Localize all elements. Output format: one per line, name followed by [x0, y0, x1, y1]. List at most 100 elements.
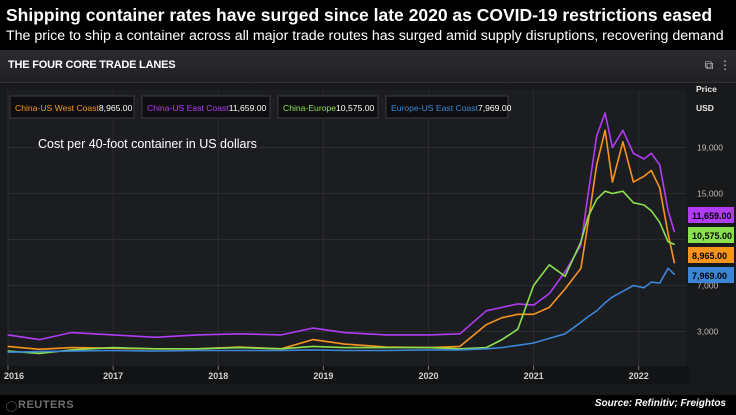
- data-point: [517, 344, 519, 346]
- data-point: [596, 310, 598, 312]
- data-point: [622, 290, 624, 292]
- panel-header: THE FOUR CORE TRADE LANES ⧉ ⋮: [0, 50, 736, 83]
- data-point: [564, 288, 566, 290]
- data-point: [112, 347, 114, 349]
- data-point: [596, 164, 598, 166]
- x-tick-label: 2017: [103, 371, 123, 381]
- legend-box: [277, 95, 379, 119]
- legend-series-name: China-US West Coast: [15, 103, 100, 113]
- data-point: [604, 190, 606, 192]
- data-point: [343, 347, 345, 349]
- data-point: [632, 152, 635, 154]
- x-tick-label: 2016: [4, 371, 24, 381]
- last-value-label: 11,659.00: [692, 211, 732, 221]
- legend-box: [385, 95, 509, 119]
- data-point: [632, 284, 635, 287]
- data-point: [38, 348, 41, 350]
- data-point: [643, 287, 645, 289]
- copy-icon[interactable]: ⧉: [704, 58, 714, 72]
- data-point: [501, 338, 503, 341]
- data-point: [580, 244, 582, 246]
- data-point: [7, 351, 9, 353]
- price-label: Price: [696, 84, 717, 94]
- data-point: [643, 158, 645, 160]
- legend-entry: Europe-US East Coast7,969.00: [391, 103, 512, 113]
- data-point: [196, 349, 198, 352]
- data-point: [667, 210, 669, 212]
- legend-entry: China-Europe10,575.00: [283, 103, 374, 113]
- data-point: [673, 273, 676, 275]
- data-point: [667, 267, 669, 269]
- legend-last-value: 8,965.00: [99, 103, 133, 113]
- more-options-icon[interactable]: ⋮: [719, 58, 731, 72]
- data-point: [611, 296, 614, 298]
- data-point: [667, 233, 669, 235]
- data-point: [312, 338, 314, 341]
- data-point: [70, 347, 72, 349]
- data-point: [532, 342, 535, 344]
- x-tick-label: 2018: [208, 371, 228, 381]
- x-tick-label: 2022: [629, 371, 649, 381]
- reuters-brand: REUTERS: [18, 399, 75, 411]
- data-point: [673, 231, 676, 233]
- data-point: [7, 334, 9, 336]
- data-point: [154, 350, 156, 352]
- data-point: [632, 202, 635, 204]
- data-point: [650, 281, 652, 283]
- legend-series-name: Europe-US East Coast: [391, 103, 479, 113]
- trade-lanes-chart: 3,0007,00011,00015,00019,000201620172018…: [3, 84, 734, 381]
- data-point: [459, 349, 461, 351]
- data-point: [673, 262, 676, 264]
- legend-series-name: China-Europe: [283, 103, 336, 113]
- data-point: [70, 350, 72, 352]
- data-point: [548, 306, 550, 308]
- data-point: [667, 241, 669, 243]
- data-point: [643, 175, 645, 177]
- data-point: [427, 349, 430, 351]
- legend-entry: China-US West Coast8,965.00: [15, 103, 133, 113]
- data-point: [587, 315, 589, 318]
- data-point: [238, 349, 240, 352]
- last-value-tag: [688, 267, 734, 283]
- data-point: [196, 334, 198, 336]
- data-point: [611, 181, 614, 183]
- last-value-tag: [688, 227, 734, 243]
- x-tick-label: 2019: [313, 371, 333, 381]
- data-point: [459, 333, 461, 335]
- last-value-tag: [688, 207, 734, 223]
- data-point: [485, 347, 487, 349]
- data-point: [596, 135, 598, 137]
- panel-title: THE FOUR CORE TRADE LANES: [8, 59, 176, 71]
- data-point: [564, 271, 566, 273]
- data-point: [564, 275, 566, 277]
- data-point: [459, 348, 461, 350]
- data-point: [532, 284, 535, 287]
- data-point: [501, 317, 503, 319]
- data-point: [611, 192, 614, 195]
- legend-last-value: 11,659.00: [229, 103, 267, 113]
- data-point: [427, 347, 430, 349]
- data-point: [312, 345, 314, 348]
- y-tick-label: 3,000: [697, 327, 719, 337]
- data-point: [385, 349, 388, 352]
- chart-annotation: Cost per 40-foot container in US dollars: [38, 137, 257, 151]
- data-point: [7, 345, 9, 348]
- data-point: [548, 292, 550, 295]
- data-point: [343, 343, 345, 345]
- data-point: [7, 350, 9, 352]
- data-point: [70, 349, 72, 351]
- y-tick-label: 15,000: [697, 189, 723, 199]
- data-point: [154, 336, 156, 338]
- data-point: [517, 313, 519, 315]
- data-point: [280, 334, 282, 336]
- data-point: [604, 302, 606, 304]
- data-point: [427, 334, 430, 336]
- data-point: [312, 349, 314, 351]
- legend-box: [9, 95, 135, 119]
- data-point: [548, 337, 550, 339]
- data-point: [622, 129, 624, 131]
- last-value-label: 8,965.00: [692, 251, 727, 261]
- subheadline: The price to ship a container across all…: [6, 28, 724, 44]
- data-point: [459, 345, 461, 348]
- legend-last-value: 7,969.00: [478, 103, 512, 113]
